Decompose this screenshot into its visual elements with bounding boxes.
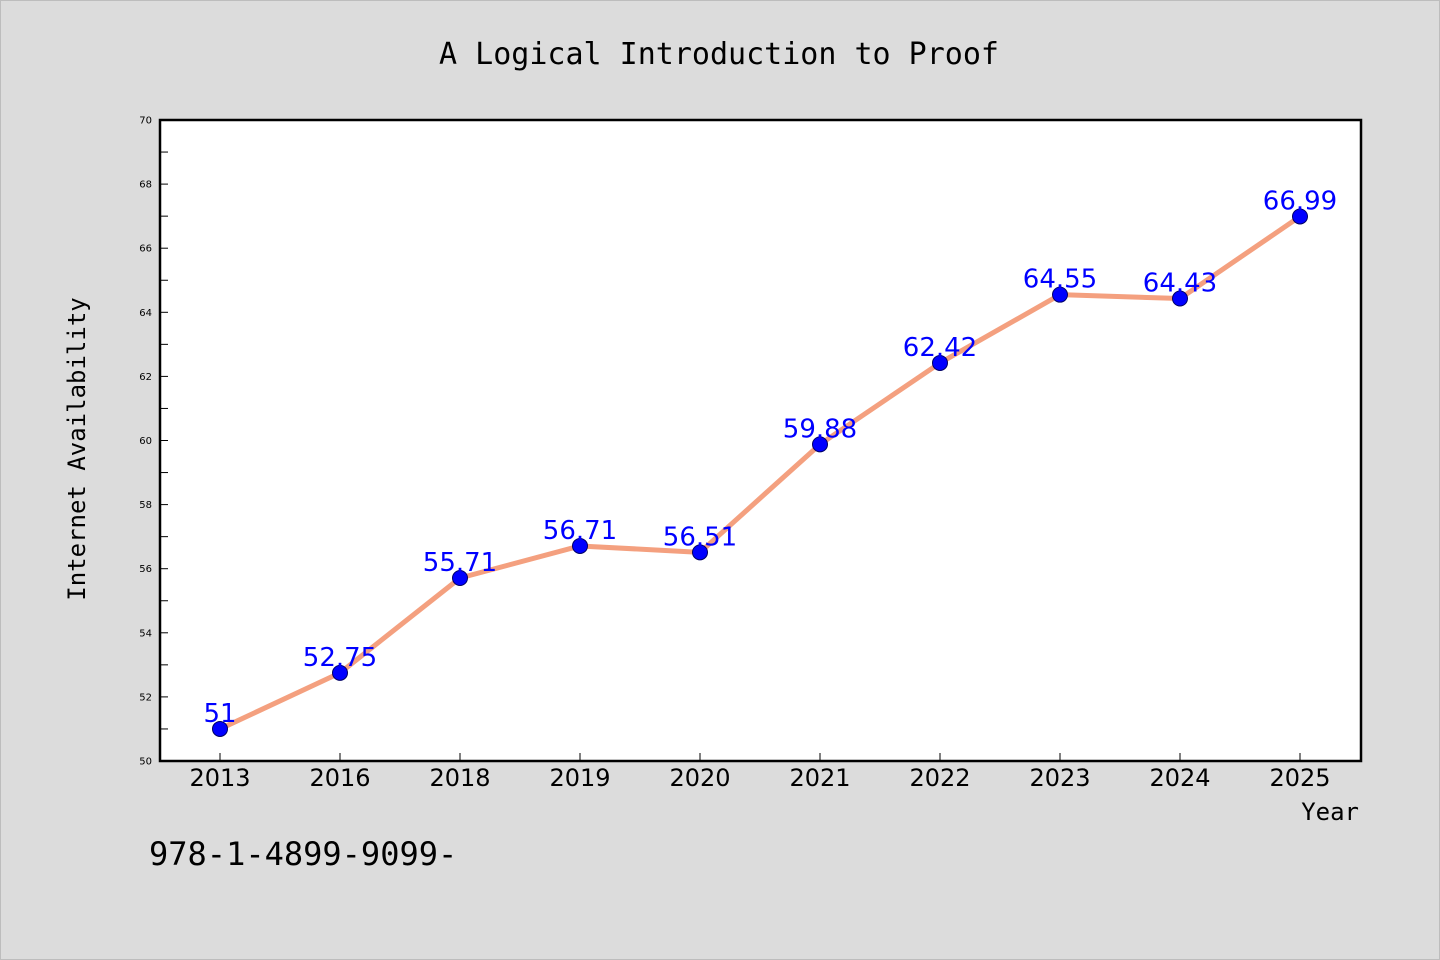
y-tick-label: 66 xyxy=(139,244,152,255)
x-tick-label: 2021 xyxy=(789,764,850,792)
x-tick-label: 2023 xyxy=(1029,764,1090,792)
x-tick-label: 2019 xyxy=(549,764,610,792)
data-labels: 51 52.75 55.71 56.71 56.51 59.88 62.42 64.55 64.… xyxy=(203,186,1337,728)
data-label: 62.42 xyxy=(903,333,977,363)
x-tick-label: 2016 xyxy=(309,764,370,792)
y-tick-label: 50 xyxy=(139,757,152,768)
x-axis-label: Year xyxy=(1301,798,1359,826)
data-label: 51 xyxy=(203,699,236,729)
data-label: 64.43 xyxy=(1143,269,1217,299)
data-point xyxy=(1172,290,1188,307)
data-point xyxy=(212,720,228,737)
x-axis-ticks: 2013 2016 2018 2019 2020 2021 2022 2023 2024 2025 xyxy=(189,753,1331,792)
chart-title: A Logical Introduction to Proof xyxy=(439,37,999,72)
data-label: 56.71 xyxy=(543,516,617,546)
series-line xyxy=(217,213,1303,732)
data-point xyxy=(572,537,588,554)
data-point xyxy=(692,544,708,561)
y-tick-label: 52 xyxy=(139,692,152,703)
y-tick-label: 54 xyxy=(139,628,152,639)
data-label: 59.88 xyxy=(783,414,857,444)
y-tick-label: 70 xyxy=(139,116,152,127)
x-tick-label: 2018 xyxy=(429,764,490,792)
data-label: 55.71 xyxy=(423,548,497,578)
data-label: 64.55 xyxy=(1023,265,1097,295)
data-point xyxy=(812,436,828,453)
series-markers xyxy=(212,208,1308,737)
y-tick-label: 68 xyxy=(139,180,152,191)
y-axis-label: Internet Availability xyxy=(63,297,91,600)
data-label: 52.75 xyxy=(303,643,377,673)
y-tick-label: 62 xyxy=(139,372,152,383)
data-point xyxy=(332,664,348,681)
y-tick-label: 60 xyxy=(139,436,152,447)
x-tick-label: 2022 xyxy=(909,764,970,792)
data-label: 66.99 xyxy=(1263,186,1337,216)
x-tick-label: 2025 xyxy=(1269,764,1330,792)
data-point xyxy=(452,569,468,586)
data-point xyxy=(932,354,948,371)
data-point xyxy=(1052,286,1068,303)
x-tick-label: 2013 xyxy=(189,764,250,792)
y-axis-ticks: 50 52 54 56 58 60 62 64 66 68 70 xyxy=(139,116,168,768)
y-tick-label: 64 xyxy=(139,308,152,319)
data-point xyxy=(1292,208,1308,225)
x-tick-label: 2020 xyxy=(669,764,730,792)
data-label: 56.51 xyxy=(663,522,737,552)
y-tick-label: 58 xyxy=(139,500,152,511)
y-tick-label: 56 xyxy=(139,564,152,575)
isbn-footnote: 978-1-4899-9099- xyxy=(149,835,457,873)
x-tick-label: 2024 xyxy=(1149,764,1210,792)
